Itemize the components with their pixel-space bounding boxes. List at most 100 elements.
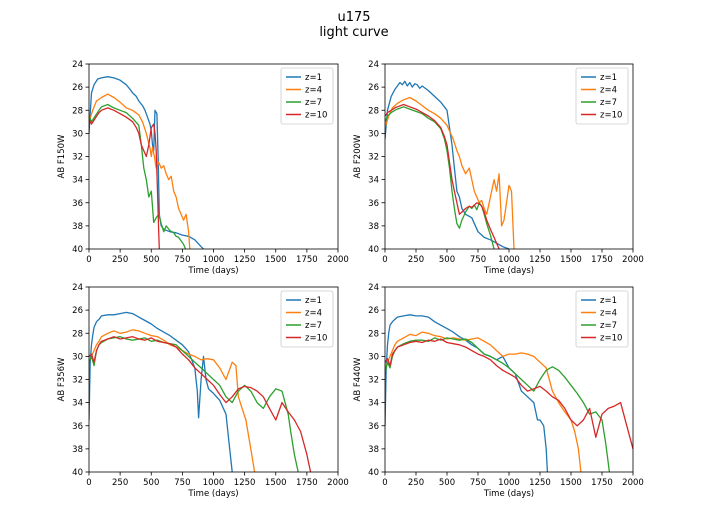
x-tick-label: 500 — [143, 255, 159, 265]
y-tick-label: 26 — [72, 83, 83, 93]
y-tick-label: 28 — [368, 329, 379, 339]
legend-label: z=7 — [600, 98, 617, 108]
legend-label: z=7 — [305, 98, 322, 108]
legend-label: z=10 — [600, 111, 622, 121]
legend-label: z=4 — [600, 309, 617, 319]
y-axis-label: AB F440W — [353, 357, 363, 401]
x-tick-label: 1750 — [591, 478, 613, 488]
y-tick-label: 30 — [368, 352, 379, 362]
y-tick-label: 24 — [368, 283, 379, 293]
y-tick-label: 34 — [368, 176, 379, 186]
y-tick-label: 32 — [368, 153, 379, 163]
x-tick-label: 750 — [470, 255, 486, 265]
y-tick-label: 28 — [72, 329, 83, 339]
x-axis-label: Time (days) — [187, 266, 238, 276]
x-tick-label: 1000 — [498, 478, 520, 488]
series-line-z1 — [89, 311, 233, 472]
x-tick-label: 1500 — [265, 255, 287, 265]
x-tick-label: 750 — [174, 478, 190, 488]
x-axis-label: Time (days) — [187, 489, 238, 499]
legend-label: z=10 — [600, 334, 622, 344]
series-line-z4 — [89, 329, 256, 472]
x-tick-label: 1750 — [296, 478, 318, 488]
series-line-z4 — [89, 93, 191, 249]
x-tick-label: 0 — [382, 478, 387, 488]
legend-label: z=4 — [305, 309, 322, 319]
x-tick-label: 1000 — [203, 255, 225, 265]
y-tick-label: 34 — [72, 176, 83, 186]
series-line-z7 — [89, 103, 187, 249]
y-tick-label: 40 — [72, 245, 83, 255]
y-axis-label: AB F150W — [57, 134, 67, 178]
x-tick-label: 1750 — [591, 255, 613, 265]
series-line-z7 — [385, 337, 611, 472]
x-tick-label: 1750 — [296, 255, 318, 265]
legend-label: z=7 — [305, 321, 322, 331]
y-tick-label: 38 — [72, 222, 83, 232]
x-tick-label: 1500 — [560, 255, 582, 265]
y-tick-label: 34 — [368, 399, 379, 409]
legend-box — [280, 67, 334, 125]
x-tick-label: 0 — [382, 255, 387, 265]
series-line-z1 — [385, 80, 510, 249]
y-tick-label: 34 — [72, 399, 83, 409]
series-line-z10 — [89, 107, 160, 249]
x-tick-label: 0 — [86, 478, 91, 488]
chart-panel-3: 0 250 500 750 1000 1250 1500 1750 2000 24 26 28 30 32… — [57, 283, 349, 499]
figure-subtitle: light curve — [319, 25, 389, 40]
y-tick-label: 26 — [368, 83, 379, 93]
series-line-z4 — [385, 96, 515, 249]
y-tick-label: 32 — [72, 153, 83, 163]
legend-label: z=4 — [305, 86, 322, 96]
x-tick-label: 250 — [112, 478, 128, 488]
x-tick-label: 250 — [112, 255, 128, 265]
y-tick-label: 40 — [72, 468, 83, 478]
legend-box — [575, 67, 629, 125]
x-tick-label: 1500 — [560, 478, 582, 488]
series-line-z1 — [385, 314, 549, 472]
y-axis-label: AB F200W — [353, 134, 363, 178]
chart-panel-1: 0 250 500 750 1000 1250 1500 1750 2000 24 26 28 30 32… — [57, 60, 349, 276]
x-axis-label: Time (days) — [483, 489, 534, 499]
y-tick-label: 36 — [72, 422, 83, 432]
y-tick-label: 24 — [368, 60, 379, 70]
series-group — [385, 80, 515, 249]
y-tick-label: 38 — [368, 222, 379, 232]
x-tick-label: 500 — [143, 478, 159, 488]
y-tick-label: 24 — [72, 283, 83, 293]
legend-label: z=1 — [600, 73, 617, 83]
y-axis-label: AB F356W — [57, 357, 67, 401]
chart-panel-2: 0 250 500 750 1000 1250 1500 1750 2000 24 26 28 30 32… — [353, 60, 644, 276]
figure-title: u175 — [337, 10, 371, 25]
y-tick-label: 28 — [72, 106, 83, 116]
y-tick-label: 40 — [368, 245, 379, 255]
legend-box — [280, 290, 334, 348]
series-line-z10 — [385, 103, 500, 249]
y-tick-label: 36 — [368, 199, 379, 209]
x-tick-label: 1250 — [234, 478, 256, 488]
legend-label: z=1 — [305, 296, 322, 306]
x-tick-label: 250 — [408, 478, 424, 488]
series-group — [89, 76, 204, 249]
legend-label: z=1 — [600, 296, 617, 306]
x-tick-label: 750 — [174, 255, 190, 265]
y-tick-label: 30 — [368, 129, 379, 139]
x-tick-label: 500 — [439, 478, 455, 488]
y-tick-label: 36 — [368, 422, 379, 432]
series-line-z10 — [89, 336, 312, 472]
legend-label: z=10 — [305, 111, 327, 121]
x-tick-label: 1250 — [529, 255, 551, 265]
y-tick-label: 30 — [72, 352, 83, 362]
y-tick-label: 40 — [368, 468, 379, 478]
series-group — [89, 311, 312, 472]
x-tick-label: 500 — [439, 255, 455, 265]
y-tick-label: 38 — [72, 445, 83, 455]
y-tick-label: 38 — [368, 445, 379, 455]
x-tick-label: 750 — [470, 478, 486, 488]
y-tick-label: 32 — [72, 376, 83, 386]
series-line-z7 — [385, 106, 495, 249]
legend-label: z=10 — [305, 334, 327, 344]
legend-label: z=1 — [305, 73, 322, 83]
x-tick-label: 2000 — [327, 255, 349, 265]
